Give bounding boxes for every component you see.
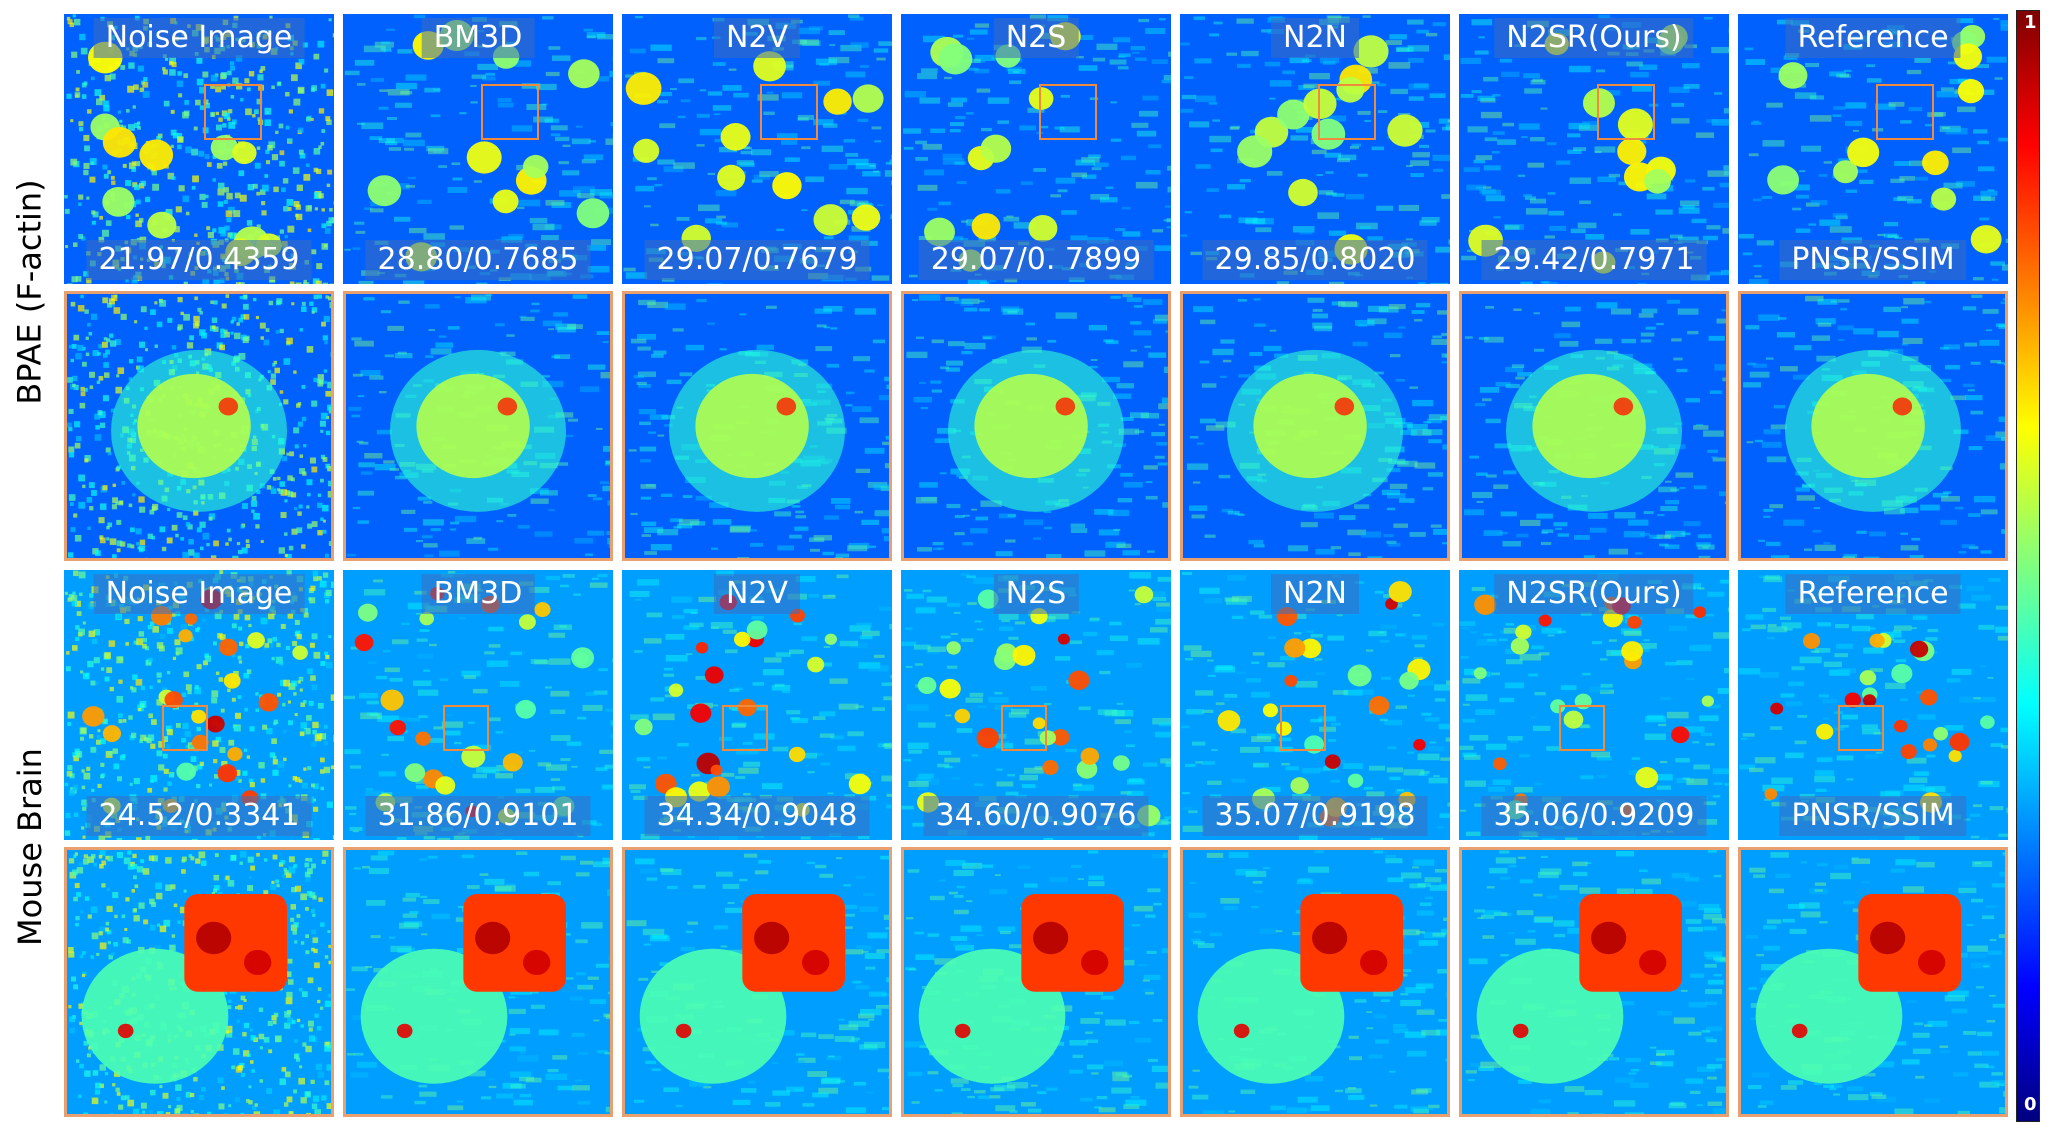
metric-label: 29.42/0.7971	[1481, 240, 1707, 280]
image-panel: Reference PNSR/SSIM	[1738, 14, 2008, 284]
image-panel: N2S 29.07/0. 7899	[901, 14, 1171, 284]
roi-box	[1876, 84, 1934, 140]
image-panel: N2SR(Ours) 35.06/0.9209	[1459, 570, 1729, 840]
roi-box	[204, 84, 262, 140]
row-label-bpae: BPAE (F-actin)	[11, 178, 50, 405]
image-panel: Noise Image 24.52/0.3341	[64, 570, 334, 840]
roi-box	[1280, 705, 1326, 751]
row-label-mouse-brain: Mouse Brain	[11, 747, 50, 946]
image-panel: BM3D 31.86/0.9101	[343, 570, 613, 840]
zoom-panel	[64, 847, 334, 1117]
method-label: Reference	[1785, 18, 1961, 58]
metric-label: 34.34/0.9048	[644, 796, 870, 836]
roi-box	[1001, 705, 1047, 751]
zoom-panel	[622, 847, 892, 1117]
image-panel: N2N 29.85/0.8020	[1180, 14, 1450, 284]
method-label: BM3D	[421, 18, 535, 58]
metric-label: 35.07/0.9198	[1202, 796, 1428, 836]
roi-box	[481, 84, 539, 140]
image-panel: Noise Image 21.97/0.4359	[64, 14, 334, 284]
method-label: N2N	[1271, 18, 1359, 58]
metric-label: 29.07/0.7679	[644, 240, 870, 280]
method-label: N2S	[993, 574, 1079, 614]
method-label: Reference	[1785, 574, 1961, 614]
method-label: Noise Image	[93, 574, 305, 614]
roi-box	[1318, 84, 1376, 140]
image-panel: Reference PNSR/SSIM	[1738, 570, 2008, 840]
image-panel: N2SR(Ours) 29.42/0.7971	[1459, 14, 1729, 284]
metric-label: PNSR/SSIM	[1779, 240, 1967, 280]
roi-box	[1838, 705, 1884, 751]
metric-label: 24.52/0.3341	[86, 796, 312, 836]
roi-box	[1597, 84, 1655, 140]
image-panel: N2V 29.07/0.7679	[622, 14, 892, 284]
metric-label: 29.07/0. 7899	[918, 240, 1154, 280]
method-label: N2SR(Ours)	[1494, 574, 1694, 614]
metric-label: 31.86/0.9101	[365, 796, 591, 836]
roi-box	[760, 84, 818, 140]
zoom-panel	[1180, 847, 1450, 1117]
roi-box	[443, 705, 489, 751]
metric-label: 28.80/0.7685	[365, 240, 591, 280]
zoom-panel	[1459, 291, 1729, 561]
metric-label: 21.97/0.4359	[86, 240, 312, 280]
colorbar-min-label: 0	[2024, 1094, 2037, 1115]
image-panel: N2V 34.34/0.9048	[622, 570, 892, 840]
zoom-panel	[343, 291, 613, 561]
method-label: N2V	[713, 18, 801, 58]
method-label: Noise Image	[93, 18, 305, 58]
method-label: N2V	[713, 574, 801, 614]
metric-label: 34.60/0.9076	[923, 796, 1149, 836]
image-panel: N2N 35.07/0.9198	[1180, 570, 1450, 840]
metric-label: PNSR/SSIM	[1779, 796, 1967, 836]
roi-box	[722, 705, 768, 751]
zoom-panel	[901, 847, 1171, 1117]
zoom-panel	[64, 291, 334, 561]
method-label: BM3D	[421, 574, 535, 614]
zoom-panel	[1738, 847, 2008, 1117]
zoom-panel	[1738, 291, 2008, 561]
method-label: N2SR(Ours)	[1494, 18, 1694, 58]
zoom-panel	[1459, 847, 1729, 1117]
zoom-panel	[622, 291, 892, 561]
roi-box	[162, 705, 208, 751]
zoom-panel	[343, 847, 613, 1117]
colorbar-max-label: 1	[2024, 12, 2037, 33]
method-label: N2S	[993, 18, 1079, 58]
roi-box	[1039, 84, 1097, 140]
zoom-panel	[1180, 291, 1450, 561]
colorbar	[2016, 10, 2040, 1122]
roi-box	[1559, 705, 1605, 751]
image-panel: BM3D 28.80/0.7685	[343, 14, 613, 284]
zoom-panel	[901, 291, 1171, 561]
metric-label: 35.06/0.9209	[1481, 796, 1707, 836]
metric-label: 29.85/0.8020	[1202, 240, 1428, 280]
image-panel: N2S 34.60/0.9076	[901, 570, 1171, 840]
method-label: N2N	[1271, 574, 1359, 614]
